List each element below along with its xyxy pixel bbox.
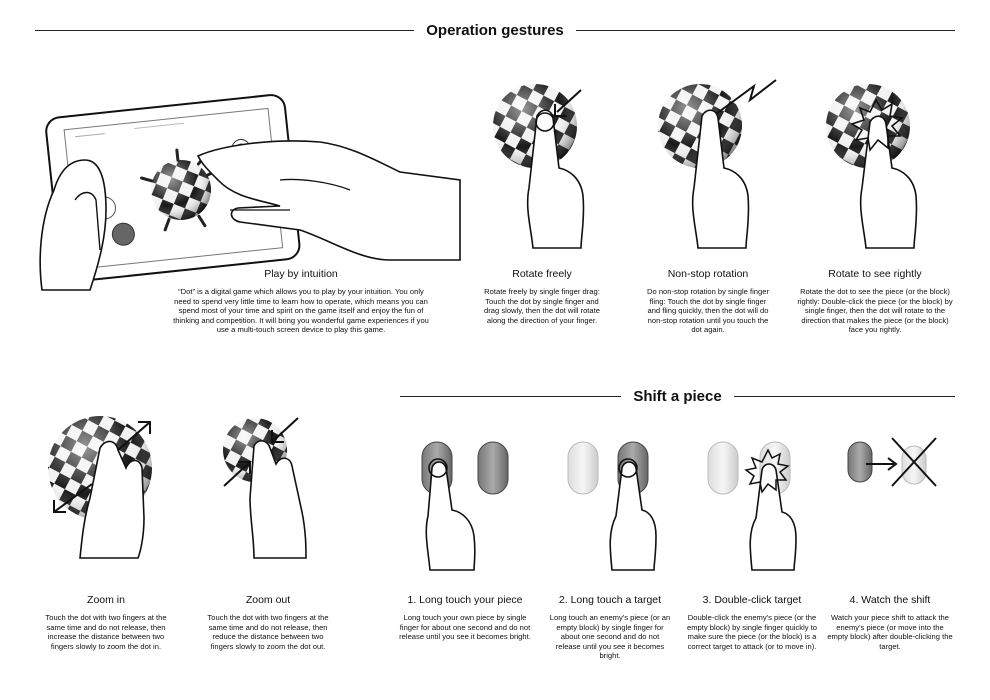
header-rule: [733, 396, 956, 397]
finger-hand-icon: [691, 109, 750, 249]
zoom-in-illustration: [48, 416, 152, 559]
step3-title: 3. Double-click target: [702, 594, 802, 606]
two-finger-hand-icon: [79, 440, 145, 559]
non-stop-rotation-illustration: [658, 79, 777, 249]
step1-caption: 1. Long touch your piece Long touch your…: [398, 594, 532, 642]
expand-arrow-icon: [53, 483, 93, 513]
drag-arrow-icon: [556, 89, 582, 113]
step4-illustration: [847, 437, 937, 487]
step2-illustration: [567, 441, 657, 571]
zoom-out-caption: Zoom out Touch the dot with two fingers …: [206, 594, 330, 651]
left-hand-icon: [39, 159, 107, 291]
non-stop-rotation-desc: Do non-stop rotation by single finger fl…: [647, 287, 769, 335]
operation-gestures-header: Operation gestures: [35, 22, 956, 39]
finger-hand-icon: [859, 115, 918, 249]
non-stop-rotation-title: Non-stop rotation: [667, 268, 749, 280]
step4-title: 4. Watch the shift: [849, 594, 931, 606]
zoom-in-caption: Zoom in Touch the dot with two fingers a…: [44, 594, 168, 651]
double-click-burst-icon: [850, 98, 904, 152]
finger-hand-icon: [609, 461, 657, 571]
step2-title: 2. Long touch a target: [558, 594, 662, 606]
step3-caption: 3. Double-click target Double-click the …: [684, 594, 820, 651]
play-by-intuition-title: Play by intuition: [264, 268, 338, 280]
shift-piece-title: Shift a piece: [633, 388, 722, 405]
tablet-hands-illustration: [39, 94, 461, 291]
rotate-freely-title: Rotate freely: [512, 268, 572, 280]
operation-gestures-title: Operation gestures: [426, 22, 564, 39]
shrink-arrow-icon: [271, 417, 299, 443]
header-rule: [400, 396, 622, 397]
zoom-in-desc: Touch the dot with two fingers at the sa…: [45, 613, 167, 651]
zoom-out-title: Zoom out: [245, 594, 291, 606]
header-rule: [575, 30, 956, 31]
rotate-freely-desc: Rotate freely by single finger drag: Tou…: [484, 287, 600, 325]
step2-caption: 2. Long touch a target Long touch an ene…: [548, 594, 672, 661]
zoom-in-title: Zoom in: [87, 594, 125, 606]
step4-desc: Watch your piece shift to attack the ene…: [827, 613, 953, 651]
double-click-burst-icon: [744, 448, 790, 494]
step2-desc: Long touch an enemy's piece (or an empty…: [549, 613, 671, 661]
non-stop-rotation-caption: Non-stop rotation Do non-stop rotation b…: [646, 268, 770, 335]
step1-desc: Long touch your own piece by single fing…: [399, 613, 531, 642]
step4-caption: 4. Watch the shift Watch your piece shif…: [826, 594, 954, 651]
tablet-icon: [45, 94, 301, 283]
rotate-rightly-caption: Rotate to see rightly Rotate the dot to …: [796, 268, 954, 335]
zoom-out-illustration: [223, 417, 307, 559]
rotate-rightly-title: Rotate to see rightly: [828, 268, 922, 280]
enemy-piece-icon: [477, 441, 509, 495]
play-by-intuition-caption: Play by intuition “Dot” is a digital gam…: [170, 268, 432, 335]
own-piece-bright-icon: [707, 441, 739, 495]
zoom-out-desc: Touch the dot with two fingers at the sa…: [207, 613, 329, 651]
rotate-freely-caption: Rotate freely Rotate freely by single fi…: [482, 268, 602, 325]
fling-lightning-icon: [715, 79, 777, 115]
finger-hand-icon: [526, 109, 585, 249]
two-finger-hand-icon: [249, 440, 307, 559]
right-hand-icon: [196, 140, 461, 261]
play-by-intuition-desc: “Dot” is a digital game which allows you…: [173, 287, 429, 335]
header-rule: [35, 30, 415, 31]
rotate-freely-illustration: [493, 84, 585, 249]
finger-hand-icon: [425, 461, 476, 571]
own-piece-icon: [847, 441, 873, 483]
rotate-rightly-illustration: [826, 84, 918, 249]
shift-piece-header: Shift a piece: [400, 388, 956, 405]
step3-illustration: [707, 441, 797, 571]
step1-title: 1. Long touch your piece: [407, 594, 523, 606]
step3-desc: Double-click the enemy's piece (or the e…: [687, 613, 817, 651]
step1-illustration: [421, 441, 509, 571]
rotate-rightly-desc: Rotate the dot to see the piece (or the …: [797, 287, 953, 335]
shrink-arrow-icon: [223, 461, 251, 487]
expand-arrow-icon: [117, 421, 151, 451]
own-piece-bright-icon: [567, 441, 599, 495]
